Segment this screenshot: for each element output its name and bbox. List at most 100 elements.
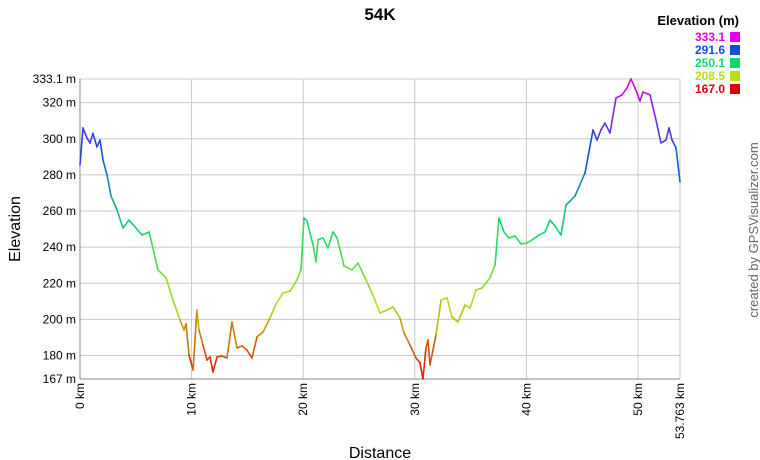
elevation-line <box>457 304 466 323</box>
elevation-line <box>202 344 208 361</box>
y-tick-label: 167 m <box>43 372 76 386</box>
chart-title: 54K <box>364 5 396 24</box>
elevation-line <box>364 277 374 296</box>
y-tick-label: 200 m <box>43 312 76 326</box>
elevation-line <box>386 306 394 311</box>
elevation-line <box>415 357 421 364</box>
elevation-line <box>262 317 271 333</box>
legend-label: 333.1 <box>695 30 725 44</box>
legend-title: Elevation (m) <box>657 13 739 28</box>
elevation-line <box>332 231 338 239</box>
x-tick-label: 20 km <box>296 383 310 416</box>
elevation-line <box>642 91 651 96</box>
elevation-line <box>150 239 159 271</box>
elevation-line <box>503 231 510 239</box>
elevation-line <box>221 355 228 359</box>
y-tick-label: 260 m <box>43 204 76 218</box>
y-tick-label: 180 m <box>43 349 76 363</box>
legend-swatch <box>730 45 740 55</box>
elevation-line <box>172 299 181 321</box>
elevation-line <box>241 345 248 351</box>
elevation-line <box>89 132 94 144</box>
elevation-line <box>216 355 223 358</box>
legend-swatch <box>730 84 740 94</box>
elevation-line <box>157 269 167 279</box>
elevation-line <box>604 122 611 134</box>
legend-swatch <box>730 32 740 42</box>
elevation-line <box>630 78 636 89</box>
elevation-line <box>134 226 143 236</box>
elevation-line <box>289 279 298 292</box>
elevation-line <box>592 129 598 141</box>
credit: created by GPSVisualizer.com <box>746 142 760 317</box>
x-tick-label: 53.763 km <box>673 383 687 439</box>
elevation-line <box>584 129 594 174</box>
elevation-line <box>668 127 673 141</box>
elevation-line <box>336 237 345 267</box>
elevation-line <box>296 269 302 281</box>
elevation-line <box>560 204 567 236</box>
elevation-line <box>498 217 505 233</box>
elevation-line <box>481 277 491 289</box>
elevation-line <box>379 309 388 314</box>
elevation-line <box>574 172 586 197</box>
elevation-line <box>306 220 314 246</box>
elevation-line <box>565 195 576 206</box>
elevation-line <box>246 349 253 359</box>
elevation-line <box>82 127 88 139</box>
elevation-line <box>609 97 617 134</box>
elevation-line <box>165 277 174 301</box>
elevation-line <box>554 225 562 236</box>
elevation-line <box>212 356 218 373</box>
legend-label: 250.1 <box>695 56 725 70</box>
elevation-line <box>106 174 112 197</box>
legend-label: 167.0 <box>695 82 725 96</box>
elevation-line <box>141 231 150 236</box>
elevation-line <box>322 237 329 249</box>
elevation-line <box>446 297 453 318</box>
elevation-line <box>634 87 641 102</box>
legend-swatch <box>730 58 740 68</box>
elevation-line <box>128 219 136 228</box>
elevation-line <box>92 132 98 148</box>
elevation-line <box>251 336 258 359</box>
x-tick-label: 10 km <box>185 383 199 416</box>
elevation-line <box>655 119 662 144</box>
elevation-line <box>79 127 84 166</box>
elevation-line <box>489 264 496 279</box>
elevation-line <box>122 219 130 229</box>
elevation-line <box>192 309 198 371</box>
elevation-line <box>110 195 118 211</box>
elevation-line <box>675 147 681 183</box>
elevation-line <box>544 219 551 233</box>
elevation-line <box>231 321 238 349</box>
y-tick-label: 320 m <box>43 96 76 110</box>
elevation-line <box>372 294 381 314</box>
elevation-line <box>148 231 152 241</box>
elevation-line <box>508 235 516 239</box>
y-tick-label: 300 m <box>43 132 76 146</box>
y-tick-label: 240 m <box>43 240 76 254</box>
elevation-line <box>392 306 401 319</box>
legend-swatch <box>730 71 740 81</box>
elevation-line <box>422 347 427 380</box>
elevation-line <box>357 262 366 279</box>
elevation-line <box>451 316 459 323</box>
elevation-line <box>185 323 190 356</box>
elevation-line <box>538 231 546 236</box>
x-tick-label: 0 km <box>73 383 87 409</box>
elevation-line <box>409 344 417 359</box>
elevation-line <box>198 329 204 346</box>
elevation-line <box>327 231 334 249</box>
elevation-line <box>399 317 405 334</box>
x-tick-label: 40 km <box>519 383 533 416</box>
elevation-line <box>343 265 353 271</box>
elevation-line <box>596 129 602 141</box>
elevation-line <box>256 331 264 338</box>
x-axis-label: Distance <box>349 445 411 460</box>
elevation-line <box>102 159 108 176</box>
elevation-line <box>196 309 200 331</box>
y-tick-label: 280 m <box>43 168 76 182</box>
y-tick-label: 333.1 m <box>33 72 76 86</box>
